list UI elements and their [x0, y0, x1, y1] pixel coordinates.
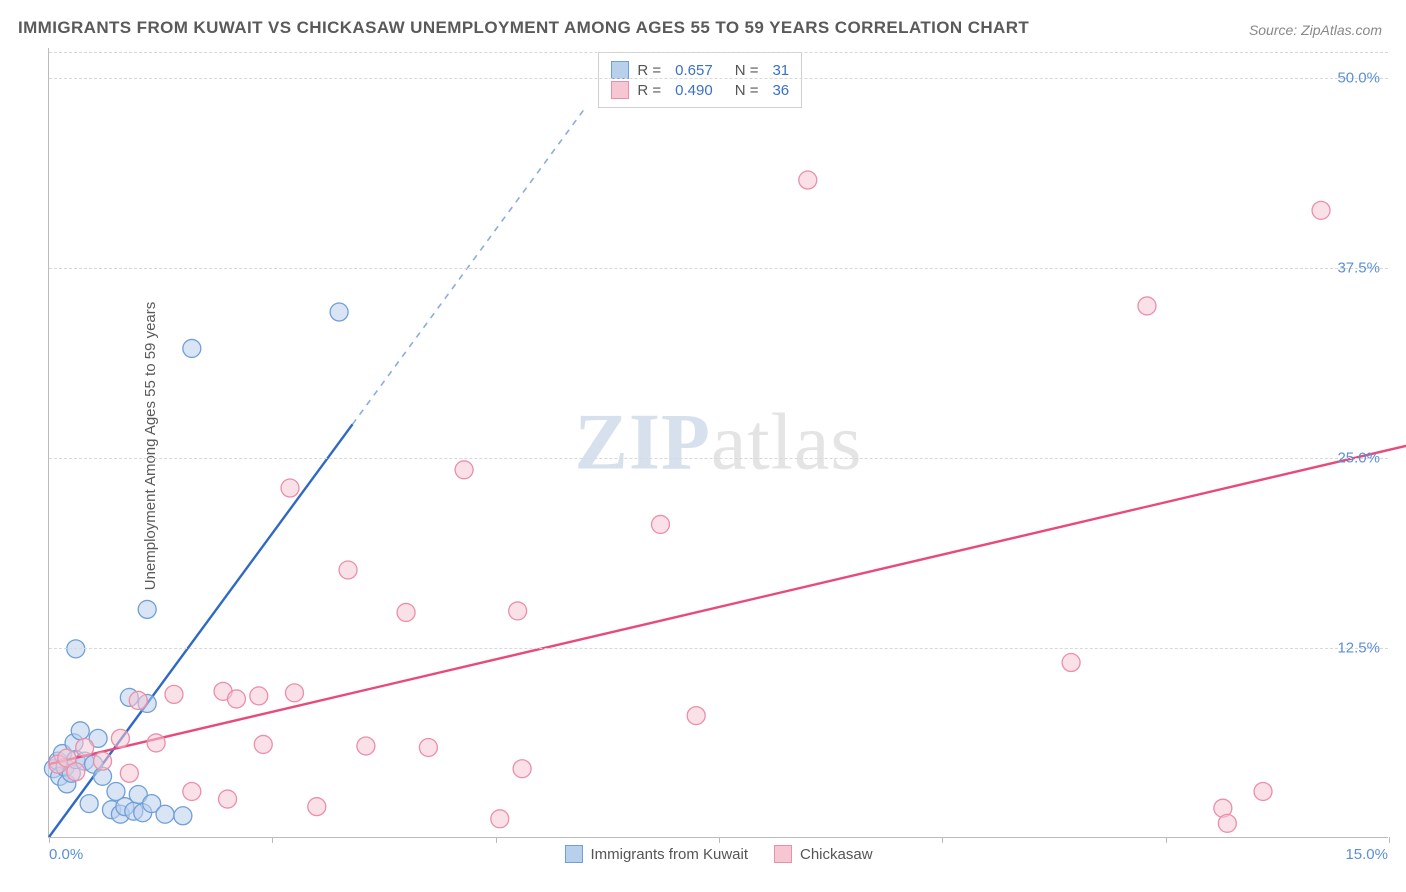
chart-title: IMMIGRANTS FROM KUWAIT VS CHICKASAW UNEM…: [18, 18, 1029, 38]
data-point: [129, 691, 147, 709]
data-point: [67, 763, 85, 781]
data-point: [509, 602, 527, 620]
data-point: [138, 600, 156, 618]
x-tick: [719, 837, 720, 843]
data-point: [71, 722, 89, 740]
data-point: [111, 729, 129, 747]
legend-item-chickasaw: Chickasaw: [774, 845, 873, 863]
y-tick-label: 37.5%: [1337, 260, 1380, 277]
data-point: [419, 738, 437, 756]
x-tick: [49, 837, 50, 843]
x-tick: [496, 837, 497, 843]
data-point: [330, 303, 348, 321]
legend-item-kuwait: Immigrants from Kuwait: [564, 845, 748, 863]
series-legend: Immigrants from Kuwait Chickasaw: [564, 845, 872, 863]
data-point: [397, 603, 415, 621]
data-point: [513, 760, 531, 778]
legend-label: Chickasaw: [800, 846, 873, 863]
data-point: [1062, 654, 1080, 672]
correlation-legend: R =0.657N =31 R =0.490N =36: [598, 52, 802, 108]
data-point: [285, 684, 303, 702]
grid-line: [49, 648, 1388, 649]
data-point: [651, 515, 669, 533]
data-point: [687, 707, 705, 725]
data-point: [455, 461, 473, 479]
data-point: [165, 685, 183, 703]
data-point: [183, 782, 201, 800]
data-point: [76, 738, 94, 756]
legend-row: R =0.490N =36: [611, 81, 789, 99]
x-tick: [1389, 837, 1390, 843]
data-point: [174, 807, 192, 825]
plot-area: ZIPatlas R =0.657N =31R =0.490N =36 Immi…: [48, 48, 1388, 838]
data-point: [80, 795, 98, 813]
data-point: [281, 479, 299, 497]
data-point: [254, 735, 272, 753]
grid-line: [49, 458, 1388, 459]
chart-svg: [49, 48, 1388, 837]
x-tick-label: 15.0%: [1345, 846, 1388, 863]
swatch-icon: [611, 61, 629, 79]
source-attribution: Source: ZipAtlas.com: [1249, 22, 1382, 38]
x-tick: [1166, 837, 1167, 843]
x-tick: [272, 837, 273, 843]
data-point: [1312, 201, 1330, 219]
data-point: [219, 790, 237, 808]
data-point: [308, 798, 326, 816]
grid-line: [49, 268, 1388, 269]
swatch-icon: [774, 845, 792, 863]
data-point: [491, 810, 509, 828]
data-point: [120, 764, 138, 782]
swatch-icon: [611, 81, 629, 99]
legend-label: Immigrants from Kuwait: [590, 846, 748, 863]
y-tick-label: 50.0%: [1337, 70, 1380, 87]
data-point: [156, 805, 174, 823]
data-point: [227, 690, 245, 708]
data-point: [799, 171, 817, 189]
data-point: [183, 339, 201, 357]
data-point: [1218, 814, 1236, 832]
data-point: [147, 734, 165, 752]
y-tick-label: 12.5%: [1337, 640, 1380, 657]
swatch-icon: [564, 845, 582, 863]
x-tick: [942, 837, 943, 843]
data-point: [250, 687, 268, 705]
x-tick-label: 0.0%: [49, 846, 83, 863]
data-point: [357, 737, 375, 755]
data-point: [94, 752, 112, 770]
data-point: [339, 561, 357, 579]
y-tick-label: 25.0%: [1337, 450, 1380, 467]
data-point: [1254, 782, 1272, 800]
data-point: [1138, 297, 1156, 315]
grid-line: [49, 78, 1388, 79]
legend-row: R =0.657N =31: [611, 61, 789, 79]
